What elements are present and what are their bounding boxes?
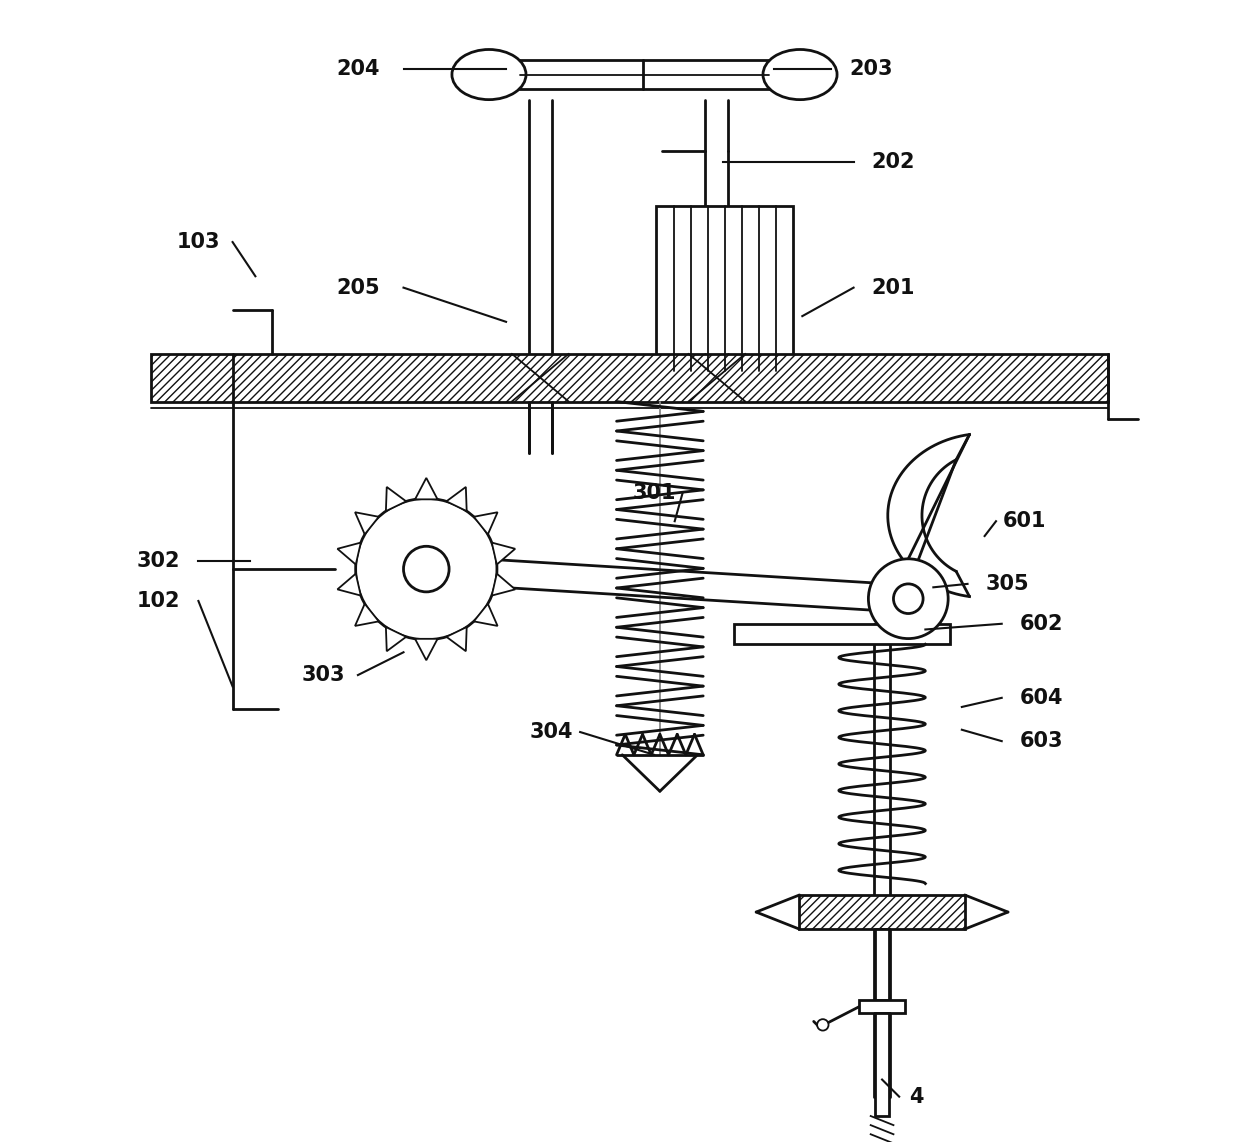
Text: 205: 205 [336,277,379,298]
Text: 204: 204 [336,58,379,79]
Bar [800,895,965,929]
Circle shape [817,1019,828,1030]
Text: 604: 604 [1019,688,1064,708]
Polygon shape [386,487,407,511]
Text: 303: 303 [303,665,346,685]
Text: 201: 201 [872,277,915,298]
Polygon shape [474,603,497,626]
Text: 302: 302 [136,551,180,571]
Bar [521,60,769,89]
Bar [656,206,794,371]
Polygon shape [386,627,407,652]
Circle shape [894,584,923,614]
Polygon shape [474,512,497,535]
Polygon shape [415,477,438,499]
Circle shape [356,498,497,640]
Bar [875,929,889,1000]
Bar [875,1013,889,1116]
Polygon shape [492,543,515,564]
Ellipse shape [763,49,837,100]
Text: 304: 304 [529,722,573,742]
Polygon shape [355,512,378,535]
Text: 102: 102 [136,591,180,611]
Polygon shape [415,639,438,661]
Text: 305: 305 [986,574,1029,594]
Text: 601: 601 [1003,511,1047,531]
Polygon shape [492,574,515,595]
Ellipse shape [451,49,526,100]
Bar [150,354,1107,402]
Polygon shape [446,487,466,511]
Text: 301: 301 [632,483,676,503]
Text: 202: 202 [872,152,915,172]
Polygon shape [337,543,361,564]
Bar [859,1000,905,1013]
Text: 602: 602 [1019,614,1064,634]
Circle shape [403,546,449,592]
Text: 103: 103 [176,232,221,252]
Circle shape [868,559,949,639]
Text: 4: 4 [909,1087,924,1107]
Polygon shape [446,627,466,652]
Bar [734,624,950,645]
Polygon shape [337,574,361,595]
Text: 603: 603 [1019,732,1064,751]
Polygon shape [355,603,378,626]
Text: 203: 203 [849,58,893,79]
